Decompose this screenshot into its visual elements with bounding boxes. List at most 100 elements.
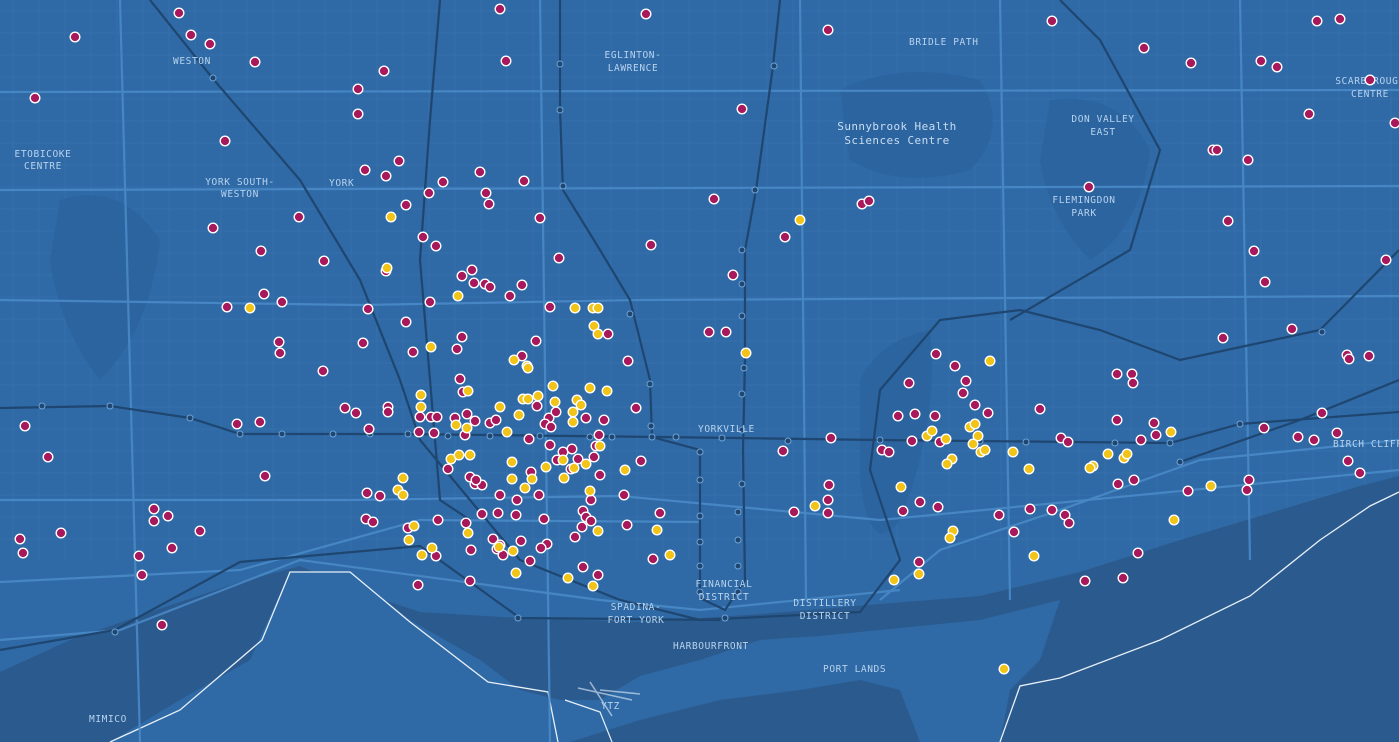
marker-yellow[interactable] [408,520,420,532]
marker-magenta[interactable] [553,252,565,264]
marker-magenta[interactable] [432,514,444,526]
marker-magenta[interactable] [622,355,634,367]
marker-magenta[interactable] [42,451,54,463]
marker-yellow[interactable] [403,534,415,546]
marker-magenta[interactable] [538,513,550,525]
marker-magenta[interactable] [437,176,449,188]
marker-magenta[interactable] [1389,117,1399,129]
marker-magenta[interactable] [524,555,536,567]
marker-yellow[interactable] [508,354,520,366]
marker-magenta[interactable] [494,489,506,501]
marker-magenta[interactable] [255,245,267,257]
marker-magenta[interactable] [576,521,588,533]
marker-magenta[interactable] [487,533,499,545]
marker-magenta[interactable] [932,501,944,513]
marker-yellow[interactable] [926,425,938,437]
marker-yellow[interactable] [592,525,604,537]
marker-magenta[interactable] [162,510,174,522]
marker-magenta[interactable] [654,507,666,519]
marker-magenta[interactable] [515,535,527,547]
marker-magenta[interactable] [1311,15,1323,27]
marker-magenta[interactable] [476,508,488,520]
marker-magenta[interactable] [598,414,610,426]
marker-magenta[interactable] [822,494,834,506]
marker-yellow[interactable] [452,290,464,302]
marker-magenta[interactable] [293,211,305,223]
marker-magenta[interactable] [1286,323,1298,335]
marker-magenta[interactable] [1008,526,1020,538]
marker-magenta[interactable] [400,199,412,211]
marker-yellow[interactable] [461,422,473,434]
marker-yellow[interactable] [567,416,579,428]
marker-magenta[interactable] [1046,15,1058,27]
marker-magenta[interactable] [825,432,837,444]
marker-magenta[interactable] [207,222,219,234]
marker-magenta[interactable] [258,288,270,300]
marker-magenta[interactable] [1185,57,1197,69]
marker-magenta[interactable] [490,414,502,426]
marker-yellow[interactable] [969,418,981,430]
marker-yellow[interactable] [1205,480,1217,492]
marker-magenta[interactable] [621,519,633,531]
marker-yellow[interactable] [664,549,676,561]
marker-magenta[interactable] [1342,455,1354,467]
marker-yellow[interactable] [651,524,663,536]
marker-magenta[interactable] [822,24,834,36]
marker-magenta[interactable] [635,455,647,467]
marker-magenta[interactable] [136,569,148,581]
marker-magenta[interactable] [1132,547,1144,559]
marker-magenta[interactable] [19,420,31,432]
marker-magenta[interactable] [442,463,454,475]
marker-yellow[interactable] [381,262,393,274]
marker-yellow[interactable] [1007,446,1019,458]
marker-yellow[interactable] [507,545,519,557]
marker-yellow[interactable] [1023,463,1035,475]
marker-magenta[interactable] [909,408,921,420]
marker-yellow[interactable] [397,489,409,501]
marker-magenta[interactable] [593,429,605,441]
marker-magenta[interactable] [1138,42,1150,54]
marker-yellow[interactable] [569,302,581,314]
marker-magenta[interactable] [413,426,425,438]
marker-magenta[interactable] [424,296,436,308]
marker-yellow[interactable] [998,663,1010,675]
marker-magenta[interactable] [14,533,26,545]
marker-magenta[interactable] [367,516,379,528]
marker-magenta[interactable] [474,166,486,178]
marker-magenta[interactable] [788,506,800,518]
marker-magenta[interactable] [431,411,443,423]
marker-yellow[interactable] [426,542,438,554]
marker-magenta[interactable] [883,446,895,458]
marker-magenta[interactable] [1354,467,1366,479]
marker-magenta[interactable] [949,360,961,372]
marker-yellow[interactable] [1165,426,1177,438]
marker-magenta[interactable] [393,155,405,167]
marker-magenta[interactable] [577,561,589,573]
marker-yellow[interactable] [425,341,437,353]
marker-yellow[interactable] [1084,462,1096,474]
marker-magenta[interactable] [630,402,642,414]
marker-magenta[interactable] [585,515,597,527]
marker-magenta[interactable] [456,270,468,282]
marker-yellow[interactable] [557,454,569,466]
marker-yellow[interactable] [584,382,596,394]
marker-magenta[interactable] [566,443,578,455]
marker-magenta[interactable] [361,487,373,499]
marker-magenta[interactable] [572,453,584,465]
marker-magenta[interactable] [407,346,419,358]
marker-magenta[interactable] [1292,431,1304,443]
marker-magenta[interactable] [1243,474,1255,486]
marker-magenta[interactable] [382,406,394,418]
marker-yellow[interactable] [540,461,552,473]
marker-magenta[interactable] [535,542,547,554]
marker-magenta[interactable] [400,316,412,328]
marker-magenta[interactable] [500,55,512,67]
marker-yellow[interactable] [493,541,505,553]
marker-magenta[interactable] [1063,517,1075,529]
marker-yellow[interactable] [594,440,606,452]
marker-magenta[interactable] [318,255,330,267]
marker-magenta[interactable] [534,212,546,224]
marker-magenta[interactable] [531,400,543,412]
marker-yellow[interactable] [519,482,531,494]
